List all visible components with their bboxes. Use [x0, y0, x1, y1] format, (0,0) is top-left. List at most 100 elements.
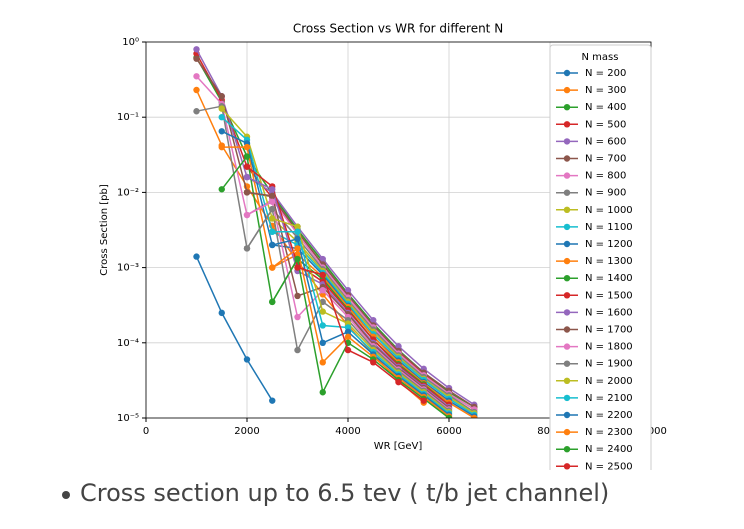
- data-point: [395, 343, 402, 350]
- legend-marker: [563, 257, 571, 265]
- legend-marker: [563, 155, 571, 162]
- legend-marker: [563, 360, 571, 367]
- bullet-dot: [62, 491, 70, 499]
- legend-label: N = 300: [585, 85, 626, 96]
- y-tick-label: 10⁻⁵: [117, 413, 139, 424]
- data-point: [243, 173, 251, 181]
- legend-marker: [563, 394, 571, 402]
- data-point: [243, 356, 251, 363]
- legend-label: N = 700: [585, 154, 626, 165]
- data-point: [269, 186, 276, 193]
- data-point: [319, 322, 326, 329]
- data-point: [294, 292, 301, 300]
- legend-title: N mass: [582, 52, 619, 63]
- legend-label: N = 500: [585, 119, 626, 130]
- legend-marker: [563, 223, 571, 231]
- legend-label: N = 1800: [585, 342, 633, 353]
- data-point: [294, 346, 301, 354]
- data-point: [243, 143, 251, 151]
- data-point: [218, 105, 225, 112]
- legend-marker: [563, 86, 571, 94]
- x-tick-label: 6000: [436, 426, 461, 437]
- series-line: [272, 217, 450, 413]
- data-point: [344, 287, 352, 294]
- data-point: [193, 46, 200, 53]
- legend-label: N = 1400: [585, 273, 633, 284]
- data-point: [319, 359, 326, 366]
- data-point: [218, 114, 225, 121]
- data-point: [319, 389, 326, 396]
- legend-marker: [563, 446, 571, 453]
- y-tick-label: 10⁻²: [117, 187, 139, 198]
- bullet-text: Cross section up to 6.5 tev ( t/b jet ch…: [80, 479, 609, 507]
- data-point: [193, 253, 200, 260]
- data-point: [218, 143, 225, 151]
- data-point: [294, 223, 301, 230]
- legend-marker: [563, 275, 571, 282]
- data-point: [294, 264, 301, 271]
- data-point: [269, 241, 276, 249]
- legend-label: N = 1300: [585, 256, 633, 267]
- y-axis-label: Cross Section [pb]: [99, 184, 110, 276]
- legend-marker: [563, 104, 571, 111]
- data-point: [471, 414, 478, 418]
- chart-title: Cross Section vs WR for different N: [293, 22, 503, 36]
- legend-label: N = 2200: [585, 410, 633, 421]
- data-point: [269, 228, 276, 235]
- legend-marker: [563, 411, 571, 419]
- data-point: [269, 192, 276, 200]
- legend-label: N = 2100: [585, 393, 633, 404]
- legend-label: N = 1700: [585, 325, 633, 336]
- data-point: [294, 235, 301, 243]
- data-point: [294, 255, 301, 263]
- legend-marker: [563, 428, 571, 436]
- data-point: [445, 414, 453, 418]
- data-point: [319, 255, 326, 263]
- x-axis-label: WR [GeV]: [374, 441, 423, 452]
- legend-label: N = 1500: [585, 290, 633, 301]
- legend-label: N = 400: [585, 102, 626, 113]
- series-line: [195, 58, 475, 408]
- data-point: [319, 339, 326, 346]
- x-tick-label: 0: [143, 426, 149, 437]
- data-point: [370, 359, 377, 366]
- data-point: [294, 228, 301, 235]
- legend-label: N = 900: [585, 188, 626, 199]
- data-point: [243, 211, 251, 219]
- data-point: [243, 163, 251, 170]
- data-point: [193, 73, 200, 80]
- data-point: [218, 186, 225, 193]
- legend-label: N = 1600: [585, 307, 633, 318]
- data-point: [395, 378, 402, 386]
- legend-marker: [563, 206, 571, 213]
- series-line: [196, 105, 475, 413]
- data-point: [269, 298, 276, 306]
- legend-marker: [563, 292, 571, 299]
- legend-label: N = 1200: [585, 239, 633, 250]
- data-point: [344, 333, 352, 341]
- data-point: [218, 128, 225, 135]
- legend-label: N = 2400: [585, 444, 633, 455]
- data-point: [218, 93, 225, 100]
- legend-label: N = 1100: [585, 222, 633, 233]
- data-point: [193, 108, 200, 115]
- legend-label: N = 2000: [585, 376, 633, 387]
- data-point: [269, 264, 276, 271]
- data-point: [370, 316, 377, 324]
- x-tick-label: 2000: [234, 426, 259, 437]
- legend-marker: [563, 189, 571, 196]
- data-point: [319, 271, 326, 279]
- legend-label: N = 2500: [585, 461, 633, 472]
- legend-marker: [563, 326, 571, 333]
- legend-label: N = 800: [585, 171, 626, 182]
- series-line: [271, 247, 450, 417]
- data-point: [294, 313, 301, 321]
- data-point: [269, 198, 276, 205]
- legend-label: N = 200: [585, 68, 626, 79]
- series-line: [195, 48, 475, 406]
- data-point: [344, 346, 352, 354]
- y-tick-label: 10⁻⁴: [117, 338, 139, 349]
- legend-marker: [563, 240, 571, 248]
- legend-label: N = 2300: [585, 427, 633, 438]
